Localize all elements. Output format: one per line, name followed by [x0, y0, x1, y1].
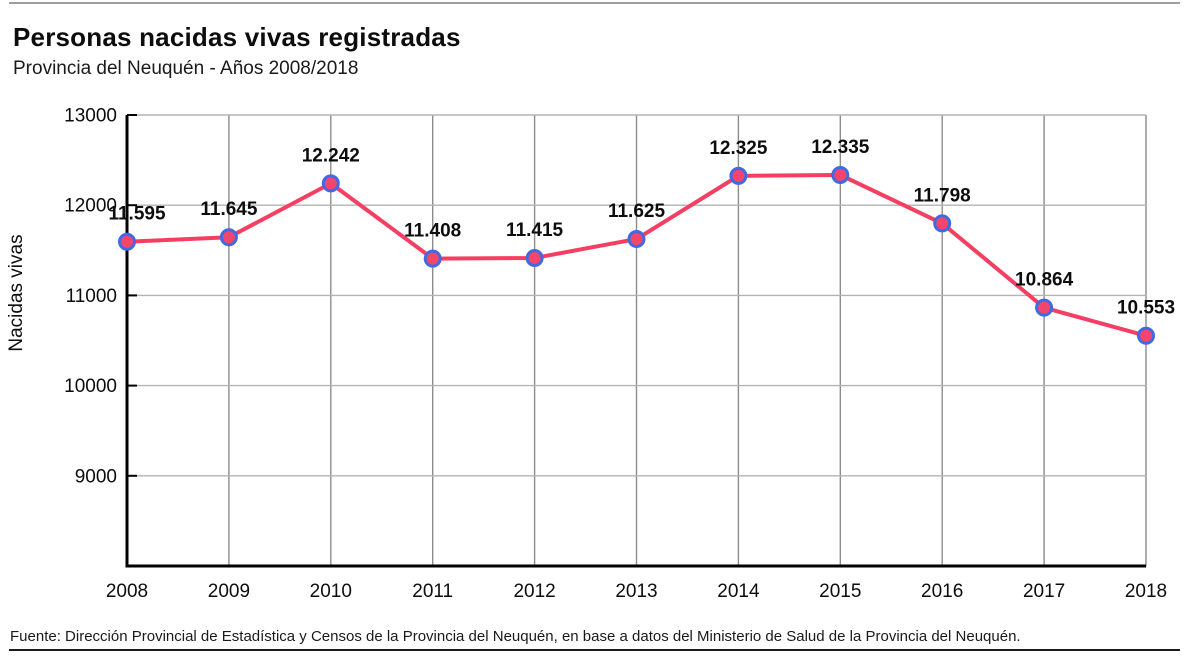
data-point-label: 11.595	[108, 204, 165, 225]
chart-title: Personas nacidas vivas registradas	[13, 22, 461, 52]
top-divider	[9, 2, 1180, 4]
source-note: Fuente: Dirección Provincial de Estadíst…	[10, 628, 1021, 645]
x-tick-label: 2016	[921, 581, 963, 602]
data-point-label: 12.242	[302, 145, 360, 166]
data-point-label: 12.335	[811, 137, 870, 158]
data-point-label: 12.325	[709, 138, 768, 159]
data-point	[525, 248, 544, 267]
x-tick-label: 2012	[513, 581, 555, 602]
data-point	[423, 249, 442, 268]
chart-subtitle: Provincia del Neuquén - Años 2008/2018	[13, 58, 359, 79]
data-point-label: 10.864	[1015, 270, 1074, 291]
data-point	[831, 165, 850, 184]
data-point	[321, 174, 340, 193]
data-point	[118, 232, 136, 251]
x-tick-label: 2018	[1125, 581, 1167, 602]
data-point	[933, 214, 952, 233]
y-tick-label: 9000	[75, 466, 117, 487]
x-tick-label: 2008	[106, 581, 148, 602]
data-point-label: 11.408	[404, 221, 461, 242]
data-point-label: 10.553	[1117, 298, 1175, 319]
x-tick-label: 2015	[819, 581, 861, 602]
y-tick-label: 13000	[64, 106, 117, 127]
y-tick-label: 11000	[66, 286, 117, 307]
x-tick-label: 2014	[717, 581, 760, 602]
data-point-label: 11.798	[914, 185, 971, 206]
x-tick-label: 2017	[1023, 581, 1065, 602]
data-point	[1137, 326, 1155, 345]
x-tick-label: 2009	[208, 581, 250, 602]
data-point-label: 11.415	[506, 220, 563, 241]
data-point	[1035, 298, 1054, 317]
x-tick-label: 2013	[615, 581, 657, 602]
data-point-label: 11.645	[200, 199, 257, 220]
data-point	[219, 228, 238, 247]
y-tick-label: 12000	[64, 196, 117, 217]
data-point	[729, 166, 748, 185]
data-point-label: 11.625	[608, 201, 665, 222]
x-tick-label: 2010	[310, 581, 352, 602]
y-axis-title: Nacidas vivas	[6, 234, 27, 351]
data-point	[627, 230, 646, 249]
y-tick-label: 10000	[64, 376, 117, 397]
x-tick-label: 2011	[412, 581, 453, 602]
bottom-divider	[9, 649, 1180, 651]
